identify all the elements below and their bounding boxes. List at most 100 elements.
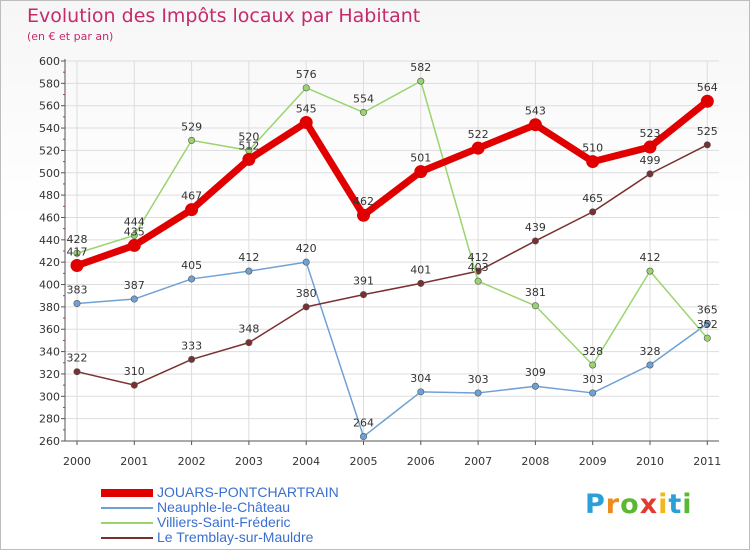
data-point bbox=[73, 368, 81, 376]
x-tick-label: 2005 bbox=[350, 455, 378, 468]
data-point bbox=[188, 275, 196, 283]
data-label: 303 bbox=[468, 373, 489, 386]
data-point bbox=[531, 237, 539, 245]
data-point bbox=[531, 302, 539, 310]
data-label: 352 bbox=[697, 318, 718, 331]
data-label: 545 bbox=[296, 102, 317, 115]
grid-lines bbox=[65, 60, 719, 442]
data-label: 303 bbox=[582, 373, 603, 386]
logo-letter: r bbox=[605, 489, 621, 520]
data-label: 380 bbox=[296, 287, 317, 300]
data-point bbox=[417, 279, 425, 287]
data-point bbox=[245, 267, 253, 275]
data-label: 328 bbox=[582, 345, 603, 358]
y-tick-label: 280 bbox=[39, 413, 60, 426]
data-label: 383 bbox=[67, 284, 88, 297]
data-label: 412 bbox=[640, 251, 661, 264]
data-label: 348 bbox=[238, 323, 259, 336]
data-point bbox=[474, 277, 482, 285]
data-label: 387 bbox=[124, 279, 145, 292]
logo-letter: t bbox=[668, 489, 683, 520]
y-tick-label: 400 bbox=[39, 279, 60, 292]
data-point bbox=[703, 141, 711, 149]
data-label: 523 bbox=[640, 127, 661, 140]
series-line-1 bbox=[76, 261, 709, 438]
data-label: 333 bbox=[181, 339, 202, 352]
y-tick-label: 540 bbox=[39, 122, 60, 135]
legend-label: Neauphle-le-Château bbox=[157, 499, 291, 515]
data-label: 391 bbox=[353, 275, 374, 288]
data-label: 525 bbox=[697, 125, 718, 138]
data-point bbox=[417, 388, 425, 396]
data-point bbox=[130, 295, 138, 303]
data-label: 520 bbox=[238, 130, 259, 143]
y-tick-label: 500 bbox=[39, 167, 60, 180]
data-point bbox=[703, 334, 711, 342]
x-tick-label: 2003 bbox=[235, 455, 263, 468]
data-label: 322 bbox=[67, 352, 88, 365]
data-point bbox=[589, 389, 597, 397]
data-label: 501 bbox=[410, 152, 431, 165]
y-tick-label: 380 bbox=[39, 301, 60, 314]
chart-subtitle: (en € et par an) bbox=[27, 30, 114, 43]
data-label: 365 bbox=[697, 304, 718, 317]
data-label: 405 bbox=[181, 259, 202, 272]
data-point bbox=[471, 141, 485, 155]
data-point bbox=[130, 381, 138, 389]
data-label: 420 bbox=[296, 242, 317, 255]
x-tick-label: 2002 bbox=[178, 455, 206, 468]
data-point bbox=[188, 355, 196, 363]
data-label: 328 bbox=[640, 345, 661, 358]
data-label: 499 bbox=[640, 154, 661, 167]
y-tick-label: 460 bbox=[39, 211, 60, 224]
data-point bbox=[414, 165, 428, 179]
data-label: 381 bbox=[525, 286, 546, 299]
series-line-0 bbox=[73, 97, 711, 270]
x-tick-label: 2001 bbox=[120, 455, 148, 468]
data-point bbox=[643, 140, 657, 154]
logo-letter: x bbox=[639, 489, 659, 520]
data-label: 465 bbox=[582, 192, 603, 205]
data-point bbox=[188, 136, 196, 144]
logo-letter: i bbox=[682, 489, 693, 520]
data-label: 412 bbox=[238, 251, 259, 264]
data-label: 522 bbox=[468, 128, 489, 141]
data-point bbox=[528, 118, 542, 132]
legend-label: Le Tremblay-sur-Mauldre bbox=[157, 529, 314, 545]
data-point bbox=[130, 231, 138, 239]
data-point bbox=[646, 361, 654, 369]
legend-item: JOUARS-PONTCHARTRAIN bbox=[101, 484, 421, 500]
legend-swatch bbox=[101, 489, 153, 497]
data-label: 439 bbox=[525, 221, 546, 234]
data-point bbox=[474, 389, 482, 397]
data-point bbox=[359, 291, 367, 299]
x-tick-label: 2011 bbox=[693, 455, 721, 468]
y-tick-label: 480 bbox=[39, 189, 60, 202]
data-point bbox=[700, 94, 714, 108]
data-point bbox=[357, 208, 370, 222]
data-label: 428 bbox=[67, 233, 88, 246]
data-point bbox=[589, 208, 597, 216]
data-point bbox=[302, 258, 310, 266]
data-label: 467 bbox=[181, 190, 202, 203]
axes: 260 280 300 320 340 360 380 400 420 440 460 480 500 5… bbox=[39, 55, 721, 468]
y-tick-label: 520 bbox=[39, 144, 60, 157]
x-tick-label: 2009 bbox=[579, 455, 607, 468]
data-point bbox=[646, 170, 654, 178]
data-label: 401 bbox=[410, 263, 431, 276]
data-label: 576 bbox=[296, 68, 317, 81]
data-label: 435 bbox=[124, 225, 145, 238]
data-label: 403 bbox=[468, 261, 489, 274]
x-tick-label: 2000 bbox=[63, 455, 91, 468]
legend-label: Villiers-Saint-Fréderic bbox=[157, 514, 291, 530]
data-label: 309 bbox=[525, 366, 546, 379]
logo-letter: P bbox=[585, 489, 606, 520]
y-tick-label: 320 bbox=[39, 368, 60, 381]
y-tick-label: 340 bbox=[39, 346, 60, 359]
legend-swatch bbox=[101, 507, 153, 509]
data-point bbox=[70, 259, 84, 273]
data-label: 310 bbox=[124, 365, 145, 378]
logo-letter: o bbox=[620, 489, 640, 520]
